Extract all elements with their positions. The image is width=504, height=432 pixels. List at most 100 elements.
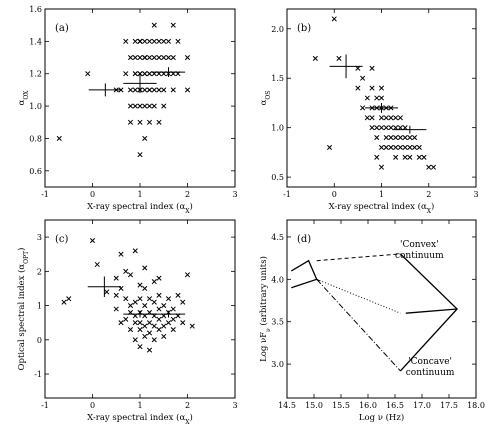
data-point-stroke	[113, 275, 119, 281]
y-tick-label: 1.6	[29, 5, 42, 14]
binned-mean	[364, 102, 399, 113]
plot-frame	[44, 8, 236, 188]
data-point-stroke	[388, 125, 394, 131]
y-tick-label: 1.2	[29, 70, 42, 79]
data-point-stroke	[402, 135, 408, 141]
data-point-stroke	[142, 135, 148, 142]
y-tick-label: 2.0	[271, 25, 284, 34]
data-point	[156, 38, 162, 44]
data-point-stroke	[132, 103, 138, 109]
data-point	[170, 87, 176, 93]
x-tick-label: 14.5	[278, 401, 296, 410]
panel-b: -1 0 1 2 3 0.5 1.0 1.5 2.0 X-ray spectral index (…	[259, 8, 479, 215]
binned-mean	[393, 125, 427, 134]
data-point-stroke	[151, 337, 157, 343]
x-tick-label: 2	[426, 190, 431, 199]
data-point	[312, 55, 318, 61]
data-point-stroke	[146, 71, 153, 77]
x-tick-label: 0	[90, 190, 95, 199]
panel-label: (d)	[297, 234, 311, 245]
x-tick-label: 0	[332, 190, 337, 199]
data-point	[397, 125, 403, 131]
data-point	[151, 323, 157, 329]
data-point-stroke	[156, 87, 162, 93]
data-point-stroke	[113, 306, 119, 312]
data-point-stroke	[170, 87, 176, 93]
data-point	[383, 125, 389, 131]
data-point-stroke	[165, 38, 172, 44]
data-point-stroke	[378, 125, 385, 131]
data-point	[142, 71, 148, 77]
data-point	[146, 54, 153, 61]
data-point-stroke	[142, 303, 148, 309]
data-point-stroke	[142, 71, 148, 77]
data-point	[127, 272, 134, 278]
data-point	[146, 320, 153, 326]
data-point-stroke	[127, 326, 134, 333]
x-tick-label: -1	[41, 190, 49, 199]
data-point	[189, 323, 195, 329]
data-point-stroke	[161, 303, 167, 309]
data-point	[123, 38, 129, 44]
data-point	[113, 292, 119, 298]
data-point	[142, 103, 148, 109]
data-point-stroke	[393, 115, 399, 121]
data-point-stroke	[369, 115, 375, 121]
data-point	[331, 16, 337, 22]
data-point-stroke	[142, 38, 148, 44]
data-point-stroke	[127, 272, 134, 278]
data-point	[180, 299, 186, 305]
data-point-stroke	[161, 323, 167, 329]
data-point-stroke	[402, 125, 408, 131]
data-point	[132, 320, 138, 326]
data-point	[374, 125, 380, 131]
data-point-stroke	[180, 320, 186, 326]
data-point	[165, 38, 172, 44]
x-tick-label: 15.0	[305, 401, 323, 410]
data-point	[132, 248, 138, 254]
data-point-stroke	[146, 320, 153, 326]
x-tick-label: 15.5	[332, 401, 350, 410]
data-point-stroke	[364, 95, 370, 101]
data-point	[123, 296, 129, 302]
data-point	[127, 103, 134, 109]
data-point-stroke	[161, 54, 167, 61]
data-point-stroke	[104, 289, 110, 295]
data-point	[165, 296, 172, 302]
data-point-stroke	[170, 316, 176, 322]
data-point-stroke	[184, 272, 191, 278]
data-point-stroke	[137, 103, 143, 109]
data-point-stroke	[156, 119, 162, 125]
data-point	[156, 54, 162, 61]
data-point	[146, 87, 153, 93]
data-point-stroke	[156, 275, 162, 281]
data-point	[393, 144, 399, 150]
data-point	[393, 125, 399, 131]
binned-mean	[123, 73, 157, 94]
continuum-line-dashed	[316, 253, 401, 262]
data-point-stroke	[89, 237, 96, 244]
data-point	[369, 65, 375, 71]
x-axis-title: X-ray spectral index (αX)	[87, 201, 193, 215]
data-point-stroke	[142, 54, 148, 61]
data-point-stroke	[156, 316, 162, 322]
data-point-stroke	[355, 65, 361, 71]
data-point-stroke	[137, 344, 143, 350]
data-point-stroke	[156, 306, 162, 312]
data-point	[421, 154, 427, 160]
data-point	[393, 154, 399, 160]
data-point	[170, 22, 176, 28]
data-point-stroke	[146, 347, 153, 353]
data-point	[137, 152, 143, 158]
y-tick-label: 3	[37, 233, 42, 242]
data-point-stroke	[369, 85, 375, 91]
data-point-stroke	[146, 119, 153, 125]
annotation-text: continuum	[395, 251, 444, 261]
data-point	[142, 323, 148, 329]
y-tick-label: -1	[34, 370, 42, 379]
data-point	[170, 316, 176, 322]
y-tick-label: 1.5	[271, 74, 284, 83]
data-point	[378, 85, 385, 91]
data-point	[132, 71, 138, 77]
data-point	[402, 135, 408, 141]
